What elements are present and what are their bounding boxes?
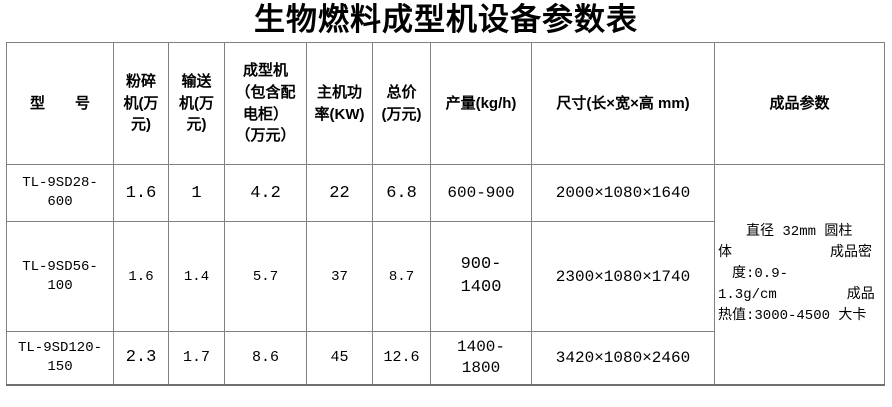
col-header-molder-price: 成型机 （包含配 电柜） （万元） [224, 42, 307, 165]
cell-crusher-price: 1.6 [113, 164, 169, 222]
cell-power: 45 [306, 331, 373, 385]
header-row: 型 号 粉碎 机(万 元) 输送 机(万 元) 成型机 （包含配 电柜） （万元… [6, 42, 885, 165]
cell-molder-price: 8.6 [224, 331, 307, 385]
table-row: TL-9SD56- 100 1.6 1.4 5.7 37 8.7 900- 14… [6, 221, 885, 332]
cell-crusher-price: 1.6 [113, 221, 169, 332]
product-params-line: 直径 32mm 圆柱 [718, 223, 853, 240]
col-header-crusher-price: 粉碎 机(万 元) [113, 42, 169, 165]
cell-conveyor-price: 1.7 [168, 331, 225, 385]
cell-dimensions: 2300×1080×1740 [531, 221, 715, 332]
col-header-power: 主机功 率(KW) [306, 42, 373, 165]
spec-table: 型 号 粉碎 机(万 元) 输送 机(万 元) 成型机 （包含配 电柜） （万元… [6, 42, 885, 386]
cell-conveyor-price: 1.4 [168, 221, 225, 332]
col-header-product-params: 成品参数 [714, 42, 885, 165]
table-row: TL-9SD120- 150 2.3 1.7 8.6 45 12.6 1400-… [6, 331, 885, 385]
cell-power: 37 [306, 221, 373, 332]
table-row: TL-9SD28- 600 1.6 1 4.2 22 6.8 600-900 2… [6, 164, 885, 385]
product-params-line: 度:0.9- [718, 265, 789, 282]
product-params-cell: 直径 32mm 圆柱 体 成品密 度:0.9- 1.3g/cm 成品 热值:30… [714, 164, 885, 385]
cell-total-price: 12.6 [372, 331, 431, 385]
cell-molder-price: 4.2 [224, 164, 307, 222]
cell-dimensions: 2000×1080×1640 [531, 164, 715, 222]
product-params-line: 热值:3000-4500 大卡 [718, 307, 867, 324]
cell-output: 600-900 [430, 164, 532, 222]
col-header-output: 产量(kg/h) [430, 42, 532, 165]
col-header-dimensions: 尺寸(长×宽×高 mm) [531, 42, 715, 165]
cell-crusher-price: 2.3 [113, 331, 169, 385]
col-header-total-price: 总价 (万元) [372, 42, 431, 165]
page-title: 生物燃料成型机设备参数表 [254, 2, 638, 37]
cell-power: 22 [306, 164, 373, 222]
cell-output: 1400- 1800 [430, 331, 532, 385]
cell-molder-price: 5.7 [224, 221, 307, 332]
cell-total-price: 6.8 [372, 164, 431, 222]
cell-model: TL-9SD56- 100 [6, 221, 114, 332]
cell-total-price: 8.7 [372, 221, 431, 332]
col-header-model: 型 号 [6, 42, 114, 165]
cell-model: TL-9SD120- 150 [6, 331, 114, 385]
col-header-conveyor-price: 输送 机(万 元) [168, 42, 225, 165]
product-params-line: 1.3g/cm 成品 [718, 286, 875, 303]
product-params-line: 体 成品密 [718, 244, 872, 261]
cell-output: 900- 1400 [430, 221, 532, 332]
cell-model: TL-9SD28- 600 [6, 164, 114, 222]
cell-dimensions: 3420×1080×2460 [531, 331, 715, 385]
cell-conveyor-price: 1 [168, 164, 225, 222]
